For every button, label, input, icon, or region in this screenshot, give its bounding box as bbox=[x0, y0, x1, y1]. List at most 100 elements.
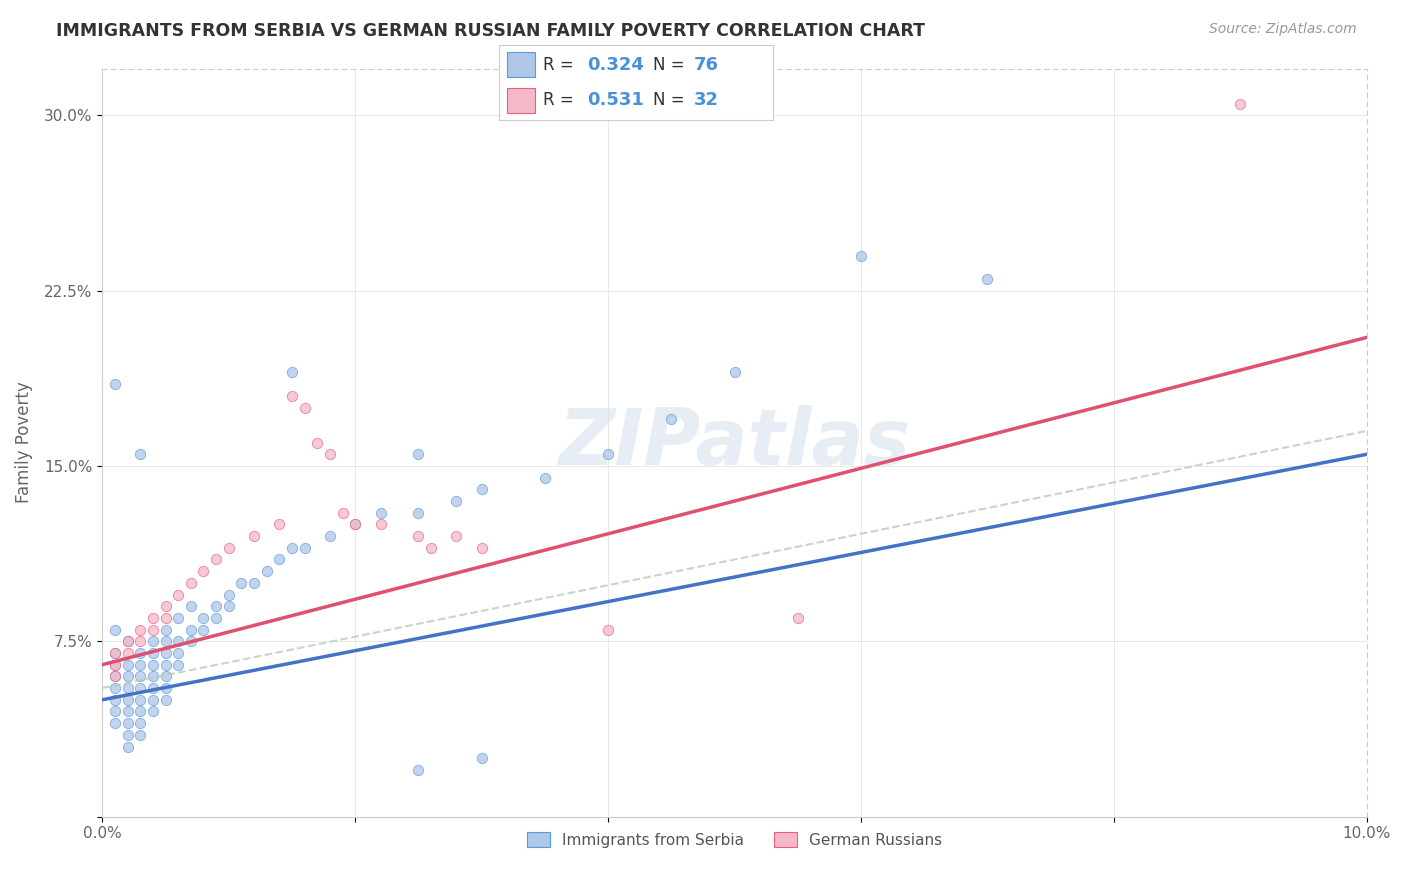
Bar bbox=[508, 52, 534, 78]
Point bbox=[117, 669, 139, 683]
Point bbox=[117, 716, 139, 731]
Point bbox=[155, 681, 177, 695]
Point bbox=[104, 646, 127, 660]
Point bbox=[180, 623, 202, 637]
Point bbox=[104, 669, 127, 683]
Point bbox=[976, 272, 998, 286]
Point bbox=[180, 599, 202, 614]
Point bbox=[155, 634, 177, 648]
Point bbox=[205, 552, 228, 566]
Point bbox=[471, 483, 494, 497]
Point bbox=[281, 541, 304, 555]
Y-axis label: Family Poverty: Family Poverty bbox=[15, 382, 32, 503]
Point bbox=[167, 588, 190, 602]
Point bbox=[231, 575, 253, 590]
Point bbox=[142, 634, 165, 648]
Point bbox=[167, 634, 190, 648]
Point bbox=[129, 634, 152, 648]
Point bbox=[446, 494, 468, 508]
Point bbox=[598, 447, 620, 461]
Point bbox=[420, 541, 443, 555]
Point bbox=[193, 623, 215, 637]
Text: Source: ZipAtlas.com: Source: ZipAtlas.com bbox=[1209, 22, 1357, 37]
Point bbox=[104, 646, 127, 660]
Point bbox=[142, 657, 165, 672]
Text: IMMIGRANTS FROM SERBIA VS GERMAN RUSSIAN FAMILY POVERTY CORRELATION CHART: IMMIGRANTS FROM SERBIA VS GERMAN RUSSIAN… bbox=[56, 22, 925, 40]
Point bbox=[723, 366, 745, 380]
Point bbox=[155, 599, 177, 614]
Point bbox=[104, 657, 127, 672]
Point bbox=[117, 657, 139, 672]
Point bbox=[129, 681, 152, 695]
Point bbox=[117, 705, 139, 719]
Point bbox=[129, 623, 152, 637]
Point bbox=[180, 634, 202, 648]
Point bbox=[155, 657, 177, 672]
Point bbox=[294, 541, 316, 555]
Point bbox=[180, 575, 202, 590]
Point bbox=[104, 716, 127, 731]
Point bbox=[218, 599, 240, 614]
Point bbox=[332, 506, 354, 520]
Point bbox=[104, 657, 127, 672]
Text: R =: R = bbox=[543, 55, 579, 74]
Text: ZIPatlas: ZIPatlas bbox=[558, 405, 911, 481]
Point bbox=[243, 575, 266, 590]
Point bbox=[598, 623, 620, 637]
Point bbox=[205, 599, 228, 614]
Point bbox=[256, 564, 278, 578]
Point bbox=[129, 669, 152, 683]
Point bbox=[142, 705, 165, 719]
Point bbox=[849, 248, 872, 262]
Point bbox=[117, 646, 139, 660]
Point bbox=[129, 646, 152, 660]
Point bbox=[155, 646, 177, 660]
Point bbox=[155, 623, 177, 637]
Point bbox=[659, 412, 682, 426]
Text: 76: 76 bbox=[693, 55, 718, 74]
Point bbox=[408, 506, 430, 520]
Point bbox=[307, 435, 329, 450]
Point bbox=[129, 692, 152, 706]
Point bbox=[129, 716, 152, 731]
Bar bbox=[508, 87, 534, 112]
Point bbox=[142, 611, 165, 625]
Point bbox=[408, 763, 430, 777]
Point bbox=[104, 705, 127, 719]
Text: 0.324: 0.324 bbox=[586, 55, 644, 74]
Point bbox=[129, 705, 152, 719]
Point bbox=[167, 657, 190, 672]
Point bbox=[319, 529, 342, 543]
Point bbox=[117, 739, 139, 754]
Point bbox=[142, 646, 165, 660]
Point bbox=[117, 728, 139, 742]
Point bbox=[142, 669, 165, 683]
Point bbox=[243, 529, 266, 543]
Point bbox=[218, 588, 240, 602]
Point bbox=[534, 470, 557, 484]
Point bbox=[319, 447, 342, 461]
Point bbox=[205, 611, 228, 625]
Point bbox=[129, 728, 152, 742]
Point bbox=[408, 529, 430, 543]
Point bbox=[155, 611, 177, 625]
Point bbox=[129, 657, 152, 672]
Point bbox=[167, 646, 190, 660]
Point bbox=[408, 447, 430, 461]
Text: 32: 32 bbox=[693, 91, 718, 110]
Point bbox=[117, 681, 139, 695]
Point bbox=[155, 669, 177, 683]
Point bbox=[142, 681, 165, 695]
Point bbox=[344, 517, 367, 532]
Point bbox=[142, 623, 165, 637]
Point bbox=[1229, 96, 1251, 111]
Point bbox=[117, 634, 139, 648]
Point bbox=[104, 669, 127, 683]
Point bbox=[471, 541, 494, 555]
Point bbox=[104, 681, 127, 695]
Point bbox=[104, 377, 127, 392]
Text: 0.531: 0.531 bbox=[586, 91, 644, 110]
Point bbox=[218, 541, 240, 555]
Point bbox=[155, 692, 177, 706]
Point bbox=[344, 517, 367, 532]
